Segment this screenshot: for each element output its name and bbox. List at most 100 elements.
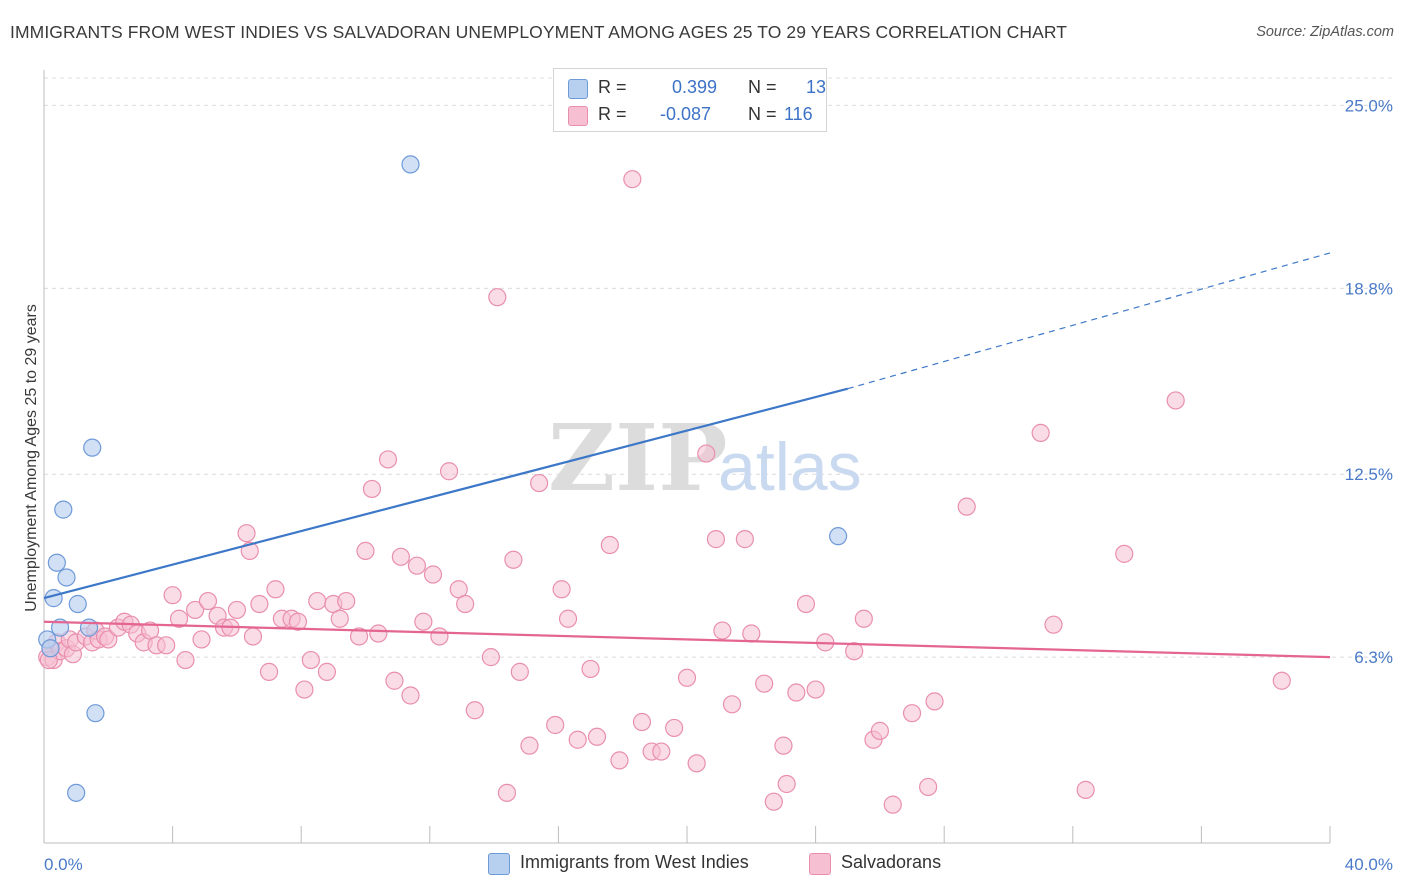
bottom-legend-label: Salvadorans — [841, 852, 942, 872]
salvadoran-point — [362, 479, 382, 499]
salvadoran-point — [510, 662, 529, 681]
salvadoran-point — [902, 704, 922, 723]
salvadoran-point — [401, 686, 420, 705]
salvadorans-trend-line — [43, 620, 1331, 659]
salvadoran-point — [697, 444, 716, 463]
salvadoran-point — [369, 624, 388, 643]
x-tick-label: 40.0% — [1345, 855, 1393, 874]
legend-n-value: 116 — [784, 104, 813, 124]
trend-lines — [43, 252, 1331, 659]
legend-n-label: N = — [748, 104, 777, 124]
salvadoran-point — [552, 580, 571, 599]
salvadoran-point — [488, 288, 507, 307]
y-axis-label: Unemployment Among Ages 25 to 29 years — [23, 304, 40, 612]
salvadoran-point — [198, 591, 218, 611]
chart-title: IMMIGRANTS FROM WEST INDIES VS SALVADORA… — [10, 22, 1068, 42]
salvadoran-point — [755, 674, 774, 693]
salvadoran-point — [632, 712, 652, 732]
salvadoran-point — [295, 680, 314, 699]
salvadoran-point — [456, 594, 475, 614]
west-indies-point — [83, 438, 102, 457]
salvadoran-point — [957, 497, 976, 516]
west-indies-point — [68, 594, 87, 614]
salvadoran-point — [546, 715, 565, 735]
correlation-legend: R = 0.399 N = 13 R = -0.087 N = 116 — [553, 68, 827, 132]
salvadoran-point — [870, 721, 890, 740]
salvadoran-point — [919, 777, 938, 797]
salvadoran-point — [742, 624, 761, 643]
salvadoran-point — [713, 621, 732, 640]
legend-swatch-pink — [568, 106, 588, 126]
salvadoran-point — [337, 591, 356, 611]
salvadoran-point — [378, 450, 398, 469]
salvadoran-point — [176, 650, 195, 670]
salvadoran-point — [504, 550, 523, 569]
y-tick-label: 18.8% — [1345, 279, 1393, 298]
west-indies-trend-line — [43, 387, 849, 600]
legend-n-label: N = — [748, 77, 777, 97]
west-indies-point — [57, 568, 76, 587]
salvadoran-point — [520, 736, 539, 755]
salvadoran-point — [259, 662, 279, 681]
salvadoran-point — [250, 594, 269, 614]
salvadoran-point — [687, 754, 706, 773]
bottom-legend-label: Immigrants from West Indies — [520, 852, 749, 872]
salvadoran-point — [1115, 544, 1134, 563]
salvadoran-point — [497, 783, 517, 802]
salvadoran-point — [600, 535, 619, 555]
legend-r-label: R = — [598, 77, 627, 97]
salvadoran-point — [787, 683, 806, 702]
salvadoran-point — [192, 630, 211, 649]
salvadoran-point — [558, 609, 578, 628]
salvadoran-point — [796, 594, 816, 614]
salvadoran-point — [774, 736, 793, 755]
salvadoran-point — [677, 668, 697, 687]
salvadoran-point — [883, 795, 902, 814]
salvadoran-point — [587, 727, 607, 746]
salvadoran-point — [423, 565, 443, 584]
salvadoran-point — [1031, 423, 1050, 442]
salvadoran-point — [407, 556, 427, 575]
salvadoran-point — [237, 524, 256, 543]
grid-lines — [44, 77, 1394, 658]
salvadorans-points — [38, 170, 1291, 814]
watermark: ZIP atlas — [548, 404, 862, 512]
west-indies-point — [79, 618, 99, 637]
salvadoran-point — [349, 627, 369, 646]
west-indies-point — [67, 783, 86, 802]
salvadoran-point — [99, 630, 118, 649]
west-indies-trend-extension — [847, 252, 1331, 390]
legend-n-value: 13 — [806, 77, 827, 97]
y-tick-labels: 6.3% 12.5% 18.8% 25.0% — [1345, 96, 1393, 667]
salvadoran-point — [414, 612, 433, 631]
west-indies-point — [41, 639, 60, 658]
watermark-atlas: atlas — [718, 429, 862, 505]
salvadoran-point — [722, 695, 742, 714]
salvadoran-point — [777, 774, 796, 794]
y-tick-label: 6.3% — [1354, 648, 1393, 667]
salvadoran-point — [227, 600, 246, 620]
salvadoran-point — [356, 541, 375, 561]
source-credit: Source: ZipAtlas.com — [1256, 24, 1394, 40]
salvadoran-point — [243, 627, 263, 646]
salvadoran-point — [806, 680, 825, 699]
legend-r-value: -0.087 — [660, 104, 712, 124]
salvadoran-point — [764, 792, 783, 811]
salvadoran-point — [288, 612, 308, 631]
salvadoran-point — [481, 648, 500, 667]
salvadoran-point — [391, 547, 410, 566]
y-tick-label: 12.5% — [1345, 465, 1393, 484]
salvadoran-point — [665, 718, 684, 738]
salvadoran-point — [430, 627, 449, 646]
salvadoran-point — [163, 586, 182, 605]
salvadoran-point — [1166, 391, 1185, 410]
west-indies-point — [829, 527, 848, 546]
salvadoran-point — [1076, 780, 1095, 799]
salvadoran-point — [317, 662, 337, 681]
west-indies-point — [47, 553, 66, 572]
salvadoran-point — [439, 462, 459, 481]
bottom-legend-swatch-blue — [488, 853, 510, 875]
legend-swatch-blue — [568, 79, 588, 99]
salvadoran-point — [186, 600, 205, 620]
x-tick-labels: 0.0% 40.0% — [44, 855, 1393, 874]
